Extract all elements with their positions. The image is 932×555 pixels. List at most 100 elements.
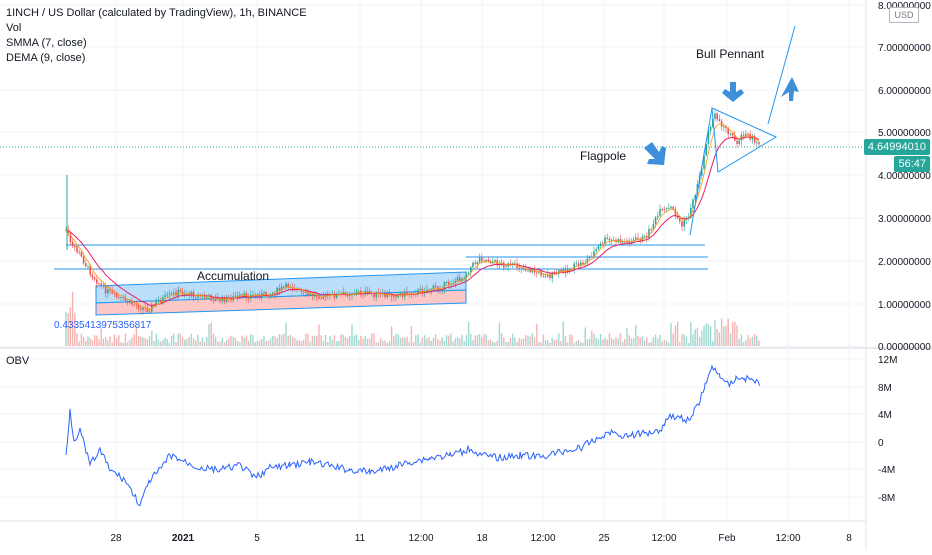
- candle-body: [459, 277, 461, 282]
- candle-body: [635, 237, 637, 240]
- volume-bar: [388, 341, 391, 346]
- candle-body: [643, 236, 646, 237]
- obv-axis[interactable]: 12M 8M 4M 0 -4M -8M: [878, 355, 897, 504]
- candle-body: [173, 292, 175, 294]
- moving-averages: [65, 123, 760, 311]
- volume-bar: [166, 339, 168, 346]
- volume-bar: [531, 333, 534, 346]
- candle-body: [522, 268, 525, 270]
- candle-body: [551, 272, 553, 279]
- volume-bar: [241, 335, 243, 346]
- candle-body: [87, 265, 89, 267]
- candle-body: [674, 209, 677, 216]
- volume-bar: [285, 322, 287, 346]
- volume-bar: [82, 336, 85, 346]
- candle-body: [434, 285, 437, 287]
- volume-bar: [474, 335, 476, 346]
- candle-body: [492, 261, 494, 264]
- currency-button[interactable]: USD: [889, 7, 919, 23]
- candle-body: [445, 281, 448, 283]
- price-grid: [0, 0, 866, 521]
- obv-pane-label[interactable]: OBV: [6, 355, 30, 367]
- candle-body: [274, 292, 276, 295]
- flagpole-label[interactable]: Flagpole: [580, 149, 626, 163]
- volume-bar: [87, 336, 89, 346]
- candle-body: [577, 263, 580, 266]
- volume-bar: [674, 325, 677, 346]
- bull-pennant-label[interactable]: Bull Pennant: [696, 47, 765, 61]
- volume-bar: [179, 333, 182, 346]
- volume-bar: [69, 307, 72, 346]
- volume-bar: [661, 341, 663, 346]
- volume-bar: [593, 333, 595, 346]
- candle-body: [465, 273, 468, 278]
- candle-body: [137, 305, 140, 309]
- volume-bar: [254, 342, 256, 346]
- volume-bar: [78, 341, 80, 346]
- volume-bar: [74, 312, 76, 346]
- volume-bar: [459, 338, 461, 346]
- candle-body: [265, 292, 267, 296]
- volume-bar: [509, 338, 512, 346]
- obv-axis-label: 12M: [878, 355, 897, 366]
- volume-bar: [102, 338, 105, 346]
- candle-body: [650, 228, 652, 230]
- volume-bar: [500, 333, 503, 346]
- candle-body: [254, 294, 256, 296]
- volume-bar: [654, 334, 657, 346]
- bull-pennant-arrow-icon[interactable]: [722, 82, 744, 102]
- volume-bar: [346, 337, 349, 346]
- candle-body: [448, 281, 450, 285]
- candle-body: [558, 269, 560, 274]
- accumulation-label[interactable]: Accumulation: [197, 269, 269, 283]
- volume-bar: [353, 335, 355, 346]
- candle-body: [540, 271, 542, 276]
- candle-body: [195, 297, 197, 299]
- obv-axis-label: -4M: [878, 465, 895, 476]
- volume-bar: [628, 335, 630, 346]
- volume-bar: [692, 334, 694, 346]
- volume-bar: [404, 337, 406, 346]
- volume-bar: [648, 342, 650, 346]
- price-axis[interactable]: 8.00000000 7.00000000 6.00000000 5.00000000…: [878, 1, 931, 353]
- legend-dema[interactable]: DEMA (9, close): [6, 52, 86, 64]
- volume-bar: [540, 342, 542, 346]
- volume-bar: [672, 333, 674, 346]
- volume-bar: [716, 329, 718, 346]
- candle-body: [69, 232, 72, 242]
- volume-bar: [236, 340, 239, 346]
- time-axis-label: 12:00: [775, 533, 800, 544]
- candle-body: [610, 239, 613, 241]
- candle-body: [527, 270, 529, 272]
- time-axis[interactable]: 28 2021 5 11 12:00 18 12:00 25 12:00 Feb 12:00 8: [110, 533, 852, 544]
- volume-bar: [170, 335, 173, 346]
- candle-body: [604, 237, 606, 244]
- volume-bar: [712, 340, 714, 346]
- volume-bar: [470, 333, 472, 346]
- bull-pennant-triangle[interactable]: [711, 107, 778, 173]
- candle-body: [120, 297, 122, 299]
- flagpole-line[interactable]: [689, 107, 713, 236]
- volume-bar: [329, 336, 331, 346]
- breakout-arrow-icon[interactable]: [781, 77, 799, 101]
- symbol-title[interactable]: 1INCH / US Dollar (calculated by Trading…: [6, 7, 307, 19]
- volume-bar: [274, 336, 276, 346]
- candle-body: [82, 256, 85, 264]
- candle-body: [188, 293, 190, 296]
- legend-vol[interactable]: Vol: [6, 22, 22, 34]
- volume-bar: [492, 341, 494, 346]
- candle-body: [712, 118, 714, 127]
- candle-body: [725, 126, 727, 129]
- candle-body: [316, 294, 318, 297]
- flagpole-arrow-icon[interactable]: [644, 142, 666, 165]
- volume-bar: [551, 337, 553, 346]
- candle-body: [142, 307, 144, 310]
- volume-bar: [742, 342, 745, 346]
- legend-smma[interactable]: SMMA (7, close): [6, 37, 87, 49]
- breakout-projection-line[interactable]: [767, 25, 796, 125]
- candle-body: [652, 224, 655, 230]
- volume-bar: [639, 337, 641, 346]
- candle-body: [307, 292, 309, 296]
